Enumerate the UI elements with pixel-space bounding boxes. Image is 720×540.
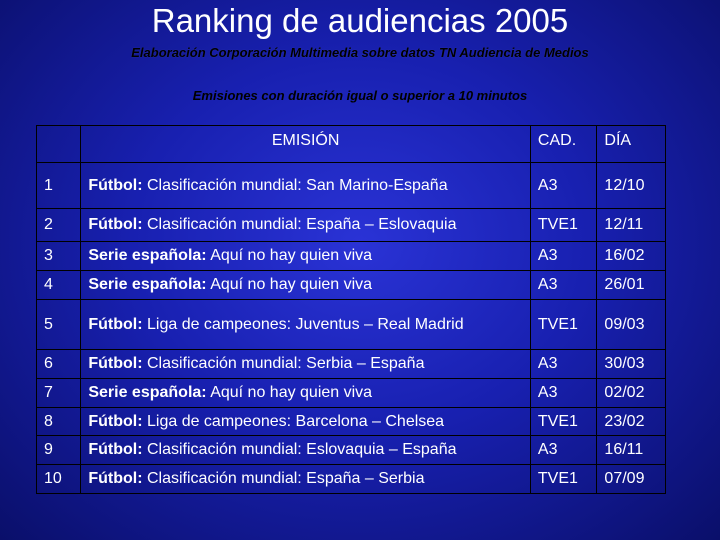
day-cell: 16/11 (596, 435, 666, 465)
program-genre: Fútbol: (88, 216, 143, 233)
program-genre: Fútbol: (88, 412, 143, 430)
table-row: 5 Fútbol: Liga de campeones: Juventus – R… (35, 299, 666, 350)
table-row: 7 Serie española: Aquí no hay quien viva A… (35, 378, 666, 408)
program-cell: Fútbol: Clasificación mundial: España – … (80, 464, 531, 494)
header-channel: CAD. (529, 125, 598, 163)
channel-cell: TVE1 (529, 299, 598, 350)
program-genre: Fútbol: (88, 470, 143, 487)
program-genre: Fútbol: (88, 441, 143, 458)
program-title: Clasificación mundial: Eslovaquia – Espa… (142, 441, 457, 458)
table-row: 4 Serie española: Aquí no hay quien viva A… (35, 270, 666, 300)
day-cell: 26/01 (596, 270, 666, 300)
program-cell: Serie española: Aquí no hay quien viva (80, 378, 531, 408)
day-cell: 16/02 (596, 241, 666, 271)
ranking-table: EMISIÓN CAD. DÍA 1 Fútbol: Clasificación … (35, 125, 666, 494)
program-cell: Serie española: Aquí no hay quien viva (80, 270, 531, 300)
channel-cell: A3 (529, 241, 598, 271)
day-cell: 02/02 (596, 378, 666, 408)
table-row: 1 Fútbol: Clasificación mundial: San Mari… (35, 162, 666, 209)
program-title: Aquí no hay quien viva (206, 276, 373, 293)
program-title: Clasificación mundial: España – Serbia (142, 470, 425, 487)
program-title: Clasificación mundial: España – Eslovaqu… (142, 216, 457, 233)
program-title: Aquí no hay quien viva (206, 247, 373, 264)
page-title: Ranking de audiencias 2005 (151, 2, 569, 39)
table-row: 6 Fútbol: Clasificación mundial: Serbia –… (35, 349, 666, 379)
program-genre: Fútbol: (88, 355, 143, 372)
day-cell: 23/02 (596, 407, 666, 436)
day-cell: 30/03 (596, 349, 666, 379)
program-title: Clasificación mundial: San Marino-España (142, 176, 448, 194)
ranking-rows: 1 Fútbol: Clasificación mundial: San Mari… (35, 162, 666, 494)
day-cell: 12/11 (596, 208, 666, 242)
rank-cell: 1 (35, 162, 82, 209)
channel-cell: A3 (529, 435, 598, 465)
header-day: DÍA (596, 125, 666, 163)
program-cell: Fútbol: Clasificación mundial: Serbia – … (80, 349, 531, 379)
header-emision: EMISIÓN (80, 125, 531, 163)
rank-cell: 3 (35, 241, 82, 271)
program-cell: Fútbol: Clasificación mundial: San Marin… (80, 162, 531, 209)
table-row: 10 Fútbol: Clasificación mundial: España … (35, 464, 666, 494)
program-cell: Fútbol: Liga de campeones: Barcelona – C… (80, 407, 531, 436)
program-genre: Serie española: (88, 384, 207, 401)
header-rank (35, 125, 82, 163)
table-row: 9 Fútbol: Clasificación mundial: Eslovaqu… (35, 435, 666, 465)
header-row: EMISIÓN CAD. DÍA (35, 125, 666, 163)
program-genre: Serie española: (88, 276, 207, 293)
channel-cell: TVE1 (529, 208, 598, 242)
rank-cell: 2 (35, 208, 82, 242)
rank-cell: 4 (35, 270, 82, 300)
table-row: 2 Fútbol: Clasificación mundial: España –… (35, 208, 666, 242)
rank-cell: 10 (35, 464, 82, 494)
rank-cell: 7 (35, 378, 82, 408)
program-genre: Serie española: (88, 247, 207, 264)
rank-cell: 5 (35, 299, 82, 350)
rank-cell: 8 (35, 407, 82, 436)
channel-cell: A3 (529, 162, 598, 209)
rank-cell: 9 (35, 435, 82, 465)
program-genre: Fútbol: (88, 315, 143, 333)
table-row: 8 Fútbol: Liga de campeones: Barcelona – … (35, 407, 666, 436)
program-title: Clasificación mundial: Serbia – España (142, 355, 425, 372)
program-cell: Fútbol: Clasificación mundial: España – … (80, 208, 531, 242)
program-cell: Fútbol: Clasificación mundial: Eslovaqui… (80, 435, 531, 465)
program-title: Aquí no hay quien viva (206, 384, 373, 401)
source-credit: Elaboración Corporación Multimedia sobre… (131, 45, 589, 60)
program-genre: Fútbol: (88, 176, 143, 194)
criteria-note: Emisiones con duración igual o superior … (192, 88, 528, 103)
channel-cell: TVE1 (529, 464, 598, 494)
day-cell: 12/10 (596, 162, 666, 209)
rank-cell: 6 (35, 349, 82, 379)
channel-cell: A3 (529, 349, 598, 379)
program-title: Liga de campeones: Barcelona – Chelsea (142, 412, 445, 430)
day-cell: 09/03 (596, 299, 666, 350)
channel-cell: A3 (529, 378, 598, 408)
program-cell: Serie española: Aquí no hay quien viva (80, 241, 531, 271)
day-cell: 07/09 (596, 464, 666, 494)
table-row: 3 Serie española: Aquí no hay quien viva A… (35, 241, 666, 271)
program-cell: Fútbol: Liga de campeones: Juventus – Re… (80, 299, 531, 350)
channel-cell: TVE1 (529, 407, 598, 436)
program-title: Liga de campeones: Juventus – Real Madri… (142, 315, 464, 333)
channel-cell: A3 (529, 270, 598, 300)
